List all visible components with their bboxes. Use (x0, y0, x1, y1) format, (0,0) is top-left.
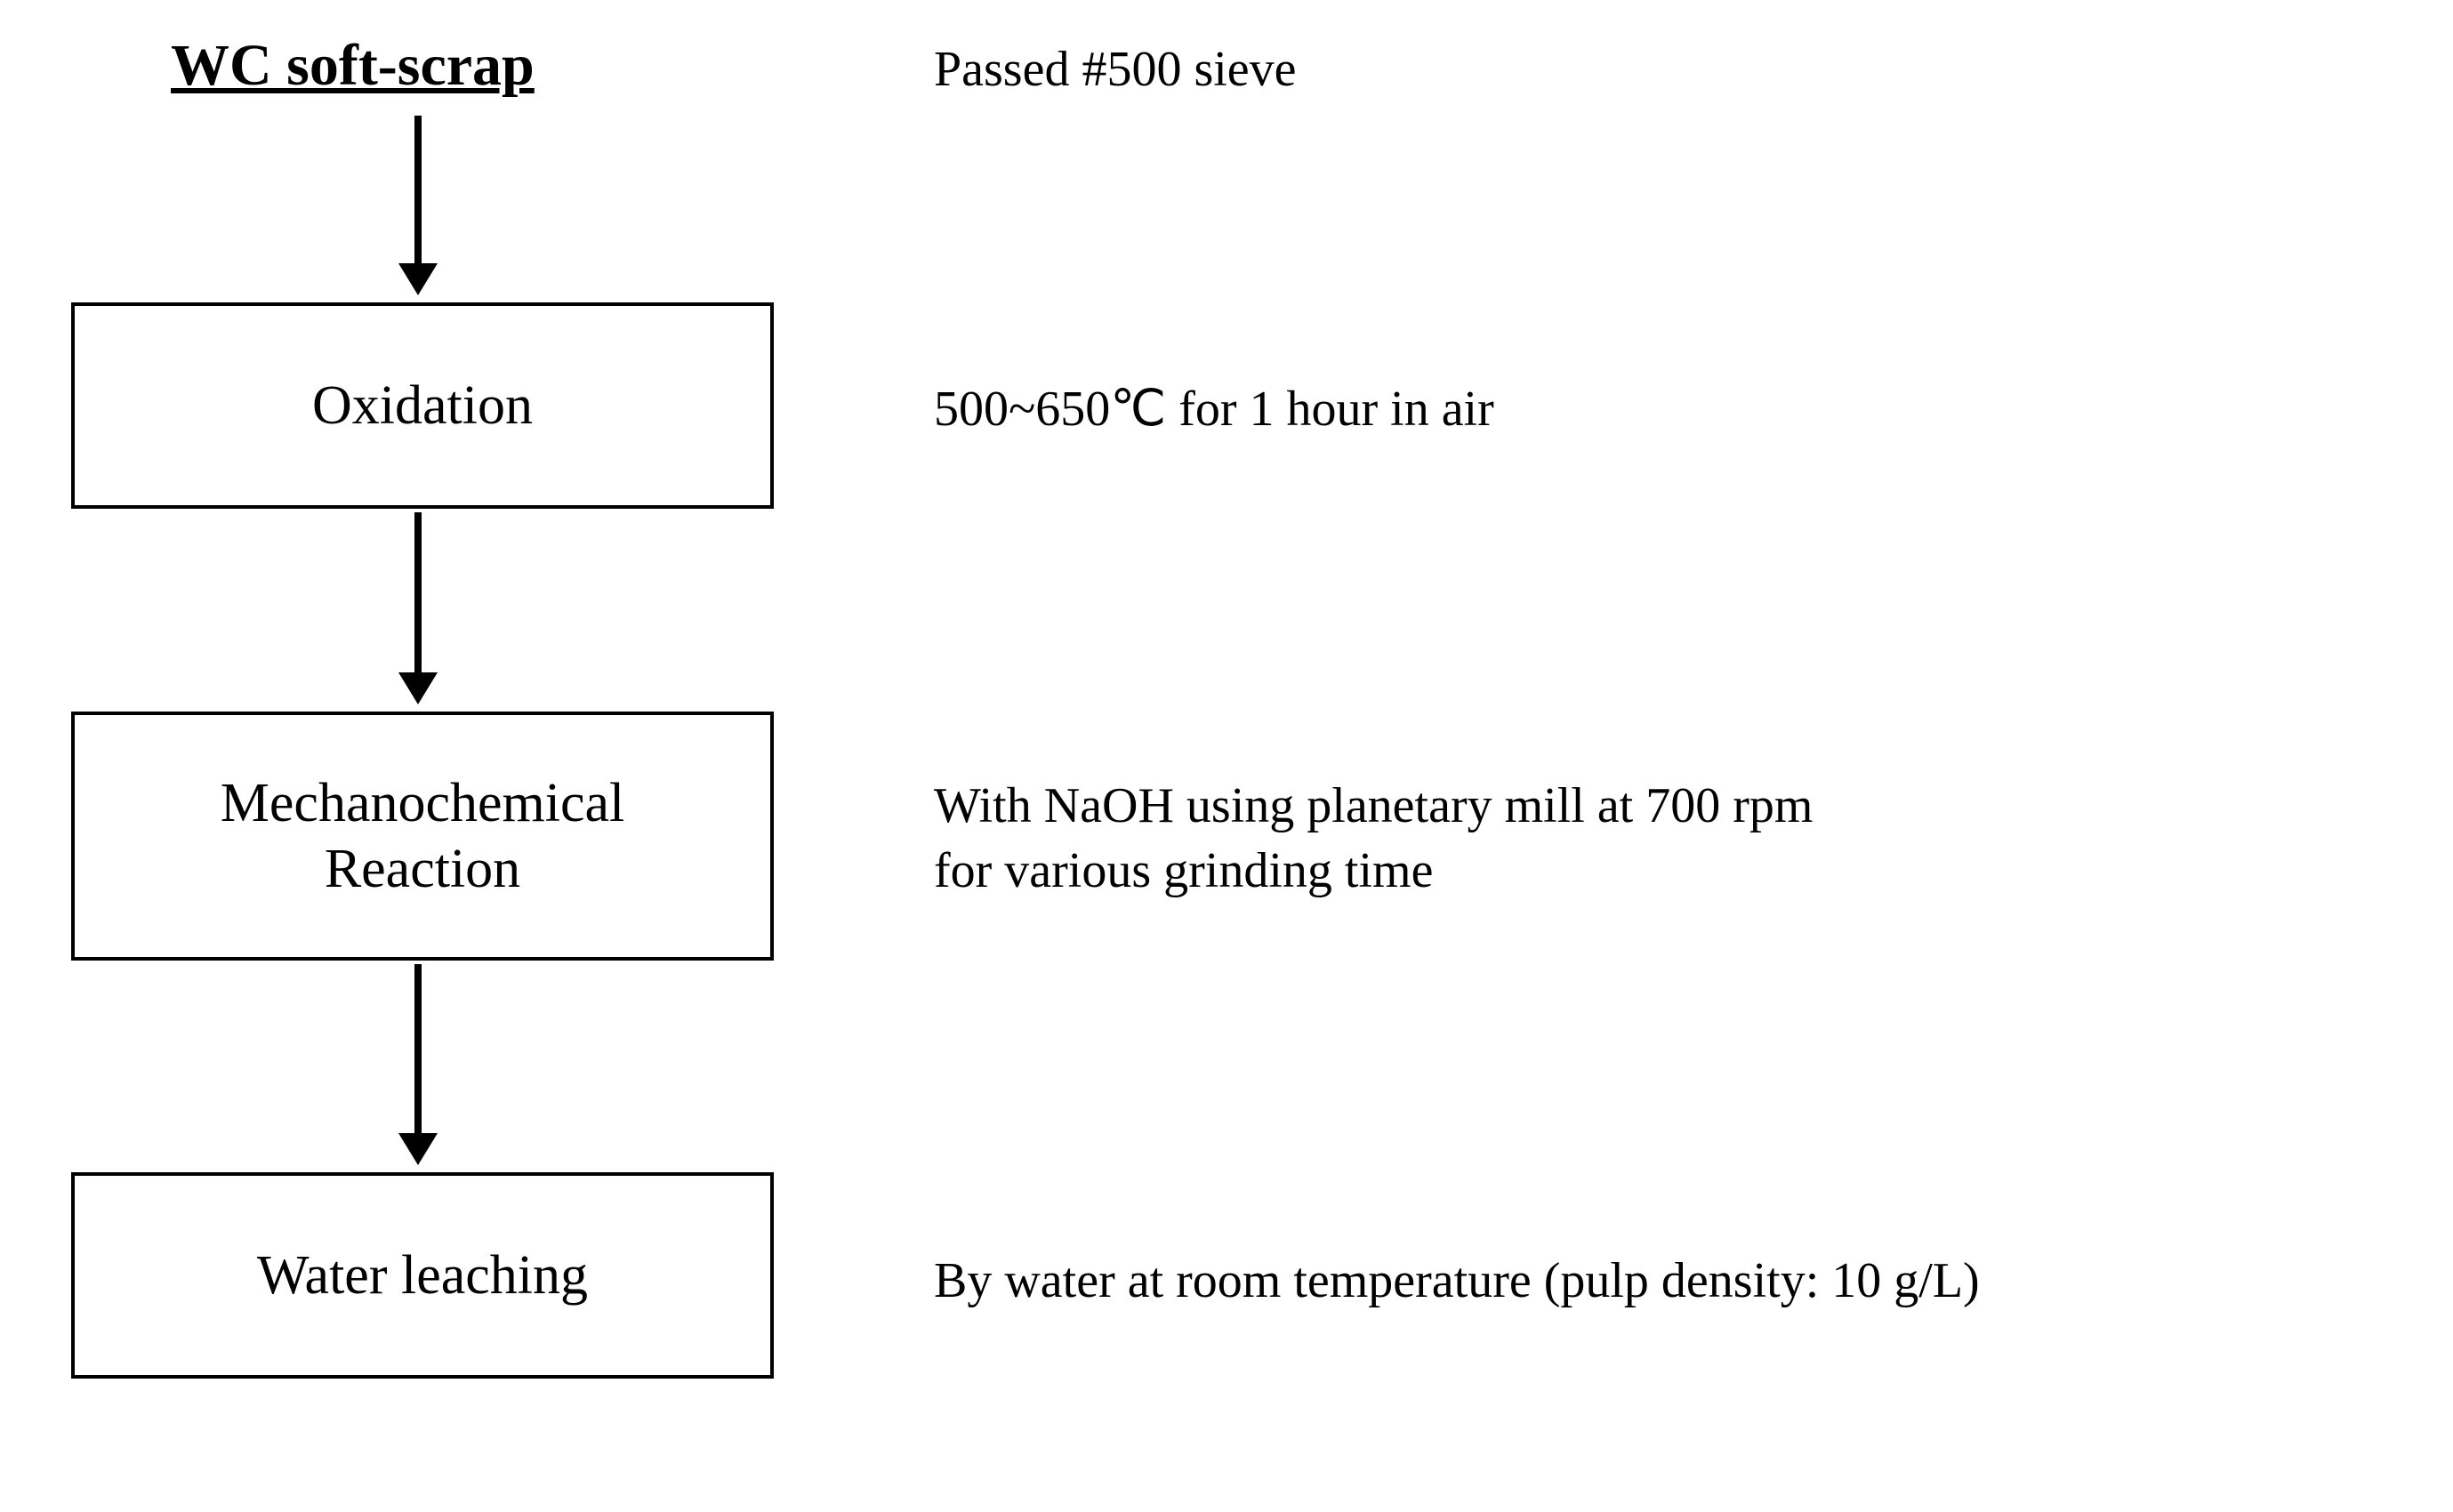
arrow-head-icon (398, 1133, 438, 1165)
flowchart-step-oxidation-label: Oxidation (312, 373, 533, 438)
flowchart-start-label: WC soft-scrap (171, 32, 535, 100)
flowchart-step-water-leaching-annotation: By water at room temperature (pulp densi… (934, 1249, 1980, 1314)
arrow-line (414, 964, 422, 1133)
flowchart-container: WC soft-scrap Passed #500 sieve Oxidatio… (0, 0, 2453, 1512)
flowchart-step-water-leaching: Water leaching (71, 1172, 774, 1379)
arrow-line (414, 512, 422, 672)
flowchart-step-mechanochemical-annotation: With NaOH using planetary mill at 700 rp… (934, 774, 1813, 904)
flowchart-step-oxidation: Oxidation (71, 302, 774, 509)
arrow-line (414, 116, 422, 263)
flowchart-step-mechanochemical-label: Mechanochemical Reaction (221, 770, 624, 903)
arrow-head-icon (398, 672, 438, 704)
flowchart-start-annotation: Passed #500 sieve (934, 37, 1297, 102)
flowchart-step-water-leaching-label: Water leaching (257, 1243, 588, 1308)
arrow-head-icon (398, 263, 438, 295)
flowchart-step-mechanochemical: Mechanochemical Reaction (71, 712, 774, 961)
flowchart-step-oxidation-annotation: 500~650℃ for 1 hour in air (934, 377, 1494, 442)
